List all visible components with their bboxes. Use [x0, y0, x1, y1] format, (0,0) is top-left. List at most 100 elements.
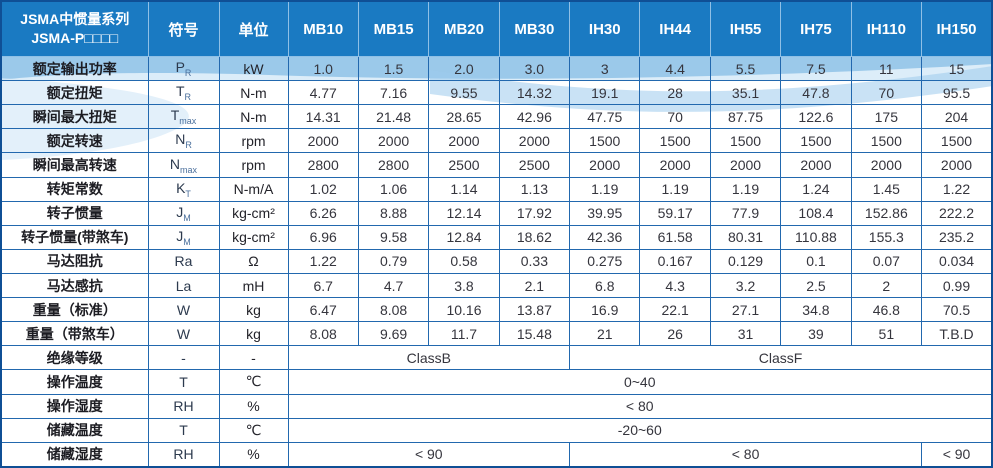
- spec-value: 235.2: [921, 224, 993, 250]
- row-unit: %: [218, 393, 289, 419]
- row-label: 瞬间最高转速: [0, 152, 149, 178]
- spec-value: 0.129: [709, 248, 782, 274]
- spec-value: 47.8: [780, 80, 852, 106]
- spec-value: 2.1: [498, 272, 571, 299]
- row-symbol: W: [147, 297, 220, 323]
- spec-value: 122.6: [780, 104, 852, 130]
- spec-value: 2000: [639, 152, 711, 178]
- spec-value: 17.92: [498, 200, 571, 226]
- spec-value-merged: ClassB: [287, 345, 571, 371]
- row-label: 马达感抗: [0, 272, 149, 299]
- spec-value: 4.7: [357, 272, 430, 299]
- model-header-mb20: MB20: [428, 0, 500, 57]
- row-unit: kg-cm²: [218, 224, 289, 250]
- spec-value: 1.45: [850, 176, 923, 202]
- row-label: 马达阻抗: [0, 248, 149, 274]
- spec-value: 0.034: [921, 248, 993, 274]
- spec-value: 7.16: [357, 80, 430, 106]
- spec-value: 1500: [850, 128, 923, 154]
- row-unit: kg-cm²: [218, 200, 289, 226]
- model-header-mb15: MB15: [357, 0, 430, 57]
- spec-value: 2.0: [428, 55, 500, 82]
- spec-value: 2000: [428, 128, 500, 154]
- spec-value: 28: [639, 80, 711, 106]
- model-header-ih55: IH55: [709, 0, 782, 57]
- row-label: 操作湿度: [0, 393, 149, 419]
- spec-value: 6.47: [287, 297, 359, 323]
- spec-value: 16.9: [569, 297, 641, 323]
- spec-value: 39.95: [569, 200, 641, 226]
- row-label: 操作温度: [0, 369, 149, 395]
- spec-value: 42.96: [498, 104, 571, 130]
- spec-value: 0.07: [850, 248, 923, 274]
- spec-value: 2000: [287, 128, 359, 154]
- row-label: 额定输出功率: [0, 55, 149, 82]
- spec-value: 11: [850, 55, 923, 82]
- series-title: JSMA中惯量系列 JSMA-P□□□□: [0, 0, 149, 57]
- row-unit: N-m: [218, 104, 289, 130]
- spec-value: 152.86: [850, 200, 923, 226]
- spec-value: 1.22: [921, 176, 993, 202]
- row-unit: rpm: [218, 128, 289, 154]
- spec-row: 绝缘等级 - - ClassB ClassF: [0, 345, 993, 371]
- row-label: 转子惯量: [0, 200, 149, 226]
- spec-value: 2000: [780, 152, 852, 178]
- row-symbol: Nmax: [147, 152, 220, 178]
- spec-value: 70: [639, 104, 711, 130]
- symbol-column-header: 符号: [147, 0, 220, 57]
- spec-value: 1.19: [709, 176, 782, 202]
- spec-value: 28.65: [428, 104, 500, 130]
- spec-value: 11.7: [428, 321, 500, 347]
- spec-row: 瞬间最高转速 Nmax rpm 2800 2800 2500 2500 2000 2000 200…: [0, 152, 993, 178]
- row-symbol: W: [147, 321, 220, 347]
- spec-value: 2.5: [780, 272, 852, 299]
- spec-value: 1.19: [639, 176, 711, 202]
- row-symbol: NR: [147, 128, 220, 154]
- row-label: 重量（标准）: [0, 297, 149, 323]
- spec-value: 1.0: [287, 55, 359, 82]
- spec-value: 108.4: [780, 200, 852, 226]
- spec-row: 马达感抗 La mH 6.7 4.7 3.8 2.1 6.8 4.3 3.2 2.5 2 0.99: [0, 272, 993, 299]
- spec-value: 8.08: [287, 321, 359, 347]
- spec-value: 61.58: [639, 224, 711, 250]
- spec-row: 储藏湿度 RH% < 90 < 80 < 90: [0, 441, 993, 468]
- spec-row: 转矩常数 KT N-m/A 1.02 1.06 1.14 1.13 1.19 1.19 1.19 1…: [0, 176, 993, 202]
- row-label: 额定转速: [0, 128, 149, 154]
- spec-value: 3.0: [498, 55, 571, 82]
- row-symbol: La: [147, 272, 220, 299]
- spec-value: 0.1: [780, 248, 852, 274]
- spec-value: 5.5: [709, 55, 782, 82]
- spec-value: 1.14: [428, 176, 500, 202]
- spec-value: 21: [569, 321, 641, 347]
- row-symbol: -: [147, 345, 220, 371]
- spec-value: 0.99: [921, 272, 993, 299]
- row-unit: N-m: [218, 80, 289, 106]
- spec-value: 7.5: [780, 55, 852, 82]
- spec-value: 12.14: [428, 200, 500, 226]
- row-unit: kg: [218, 297, 289, 323]
- spec-value: 1.02: [287, 176, 359, 202]
- model-header-row: JSMA中惯量系列 JSMA-P□□□□ 符号 单位 MB10 MB15 MB20 M…: [0, 0, 993, 57]
- row-unit: -: [218, 345, 289, 371]
- spec-value: 2500: [498, 152, 571, 178]
- spec-value: 1.06: [357, 176, 430, 202]
- row-unit: kW: [218, 55, 289, 82]
- spec-value: T.B.D: [921, 321, 993, 347]
- spec-value: 204: [921, 104, 993, 130]
- row-symbol: PR: [147, 55, 220, 82]
- spec-value: 0.58: [428, 248, 500, 274]
- spec-value: 1500: [639, 128, 711, 154]
- spec-value: 222.2: [921, 200, 993, 226]
- spec-row: 转子惯量 JM kg-cm² 6.26 8.88 12.14 17.92 39.95 59.17…: [0, 200, 993, 226]
- row-unit: ℃: [218, 369, 289, 395]
- spec-table-body: 额定输出功率 PR kW 1.0 1.5 2.0 3.0 3 4.4 5.5 7.5 11 15 额定扭矩…: [0, 55, 993, 468]
- spec-value: 15.48: [498, 321, 571, 347]
- row-symbol: T: [147, 369, 220, 395]
- spec-value: 10.16: [428, 297, 500, 323]
- row-label: 额定扭矩: [0, 80, 149, 106]
- spec-value: 155.3: [850, 224, 923, 250]
- model-header-mb30: MB30: [498, 0, 571, 57]
- spec-value: 1500: [921, 128, 993, 154]
